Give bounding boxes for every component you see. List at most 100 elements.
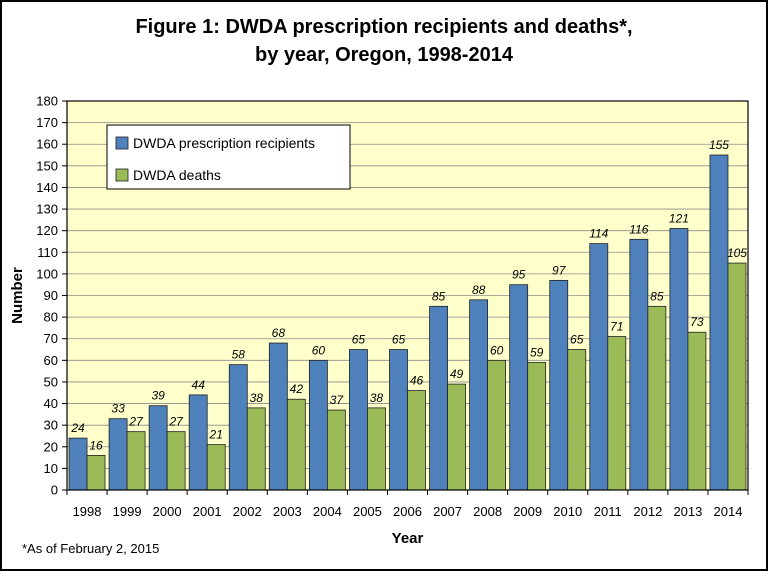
- bar-recipients[interactable]: [349, 349, 368, 491]
- bar-deaths[interactable]: [567, 349, 587, 491]
- bar-recipients[interactable]: [509, 284, 529, 491]
- y-tick-label: 110: [37, 245, 58, 260]
- x-tick-label: 1999: [113, 504, 142, 519]
- data-label-recipients: 65: [352, 333, 366, 347]
- bar-recipients[interactable]: [549, 279, 569, 491]
- data-label-deaths: 71: [610, 320, 623, 334]
- data-label-deaths: 59: [530, 345, 544, 359]
- bar-deaths[interactable]: [607, 336, 627, 491]
- bar-recipients[interactable]: [709, 154, 729, 491]
- data-label-deaths: 16: [89, 438, 103, 452]
- x-tick-label: 1998: [73, 504, 102, 519]
- data-label-recipients: 39: [151, 389, 165, 403]
- bar-recipients[interactable]: [589, 243, 609, 491]
- bar-recipients[interactable]: [389, 349, 408, 491]
- bar-deaths[interactable]: [687, 331, 707, 491]
- data-label-deaths: 38: [250, 391, 264, 405]
- y-tick-label: 120: [36, 223, 58, 238]
- data-label-deaths: 37: [330, 393, 345, 407]
- y-tick-label: 50: [44, 374, 58, 389]
- x-tick-label: 2013: [673, 504, 702, 519]
- data-label-recipients: 95: [512, 268, 526, 282]
- x-tick-label: 2004: [313, 504, 342, 519]
- x-tick-label: 2007: [433, 504, 462, 519]
- data-label-deaths: 27: [128, 415, 144, 429]
- bar-recipients[interactable]: [469, 299, 489, 491]
- data-label-recipients: 85: [432, 289, 446, 303]
- bar-deaths[interactable]: [246, 407, 266, 491]
- bar-deaths[interactable]: [527, 362, 547, 491]
- legend-swatch-deaths: [115, 168, 129, 182]
- x-tick-label: 2009: [513, 504, 542, 519]
- data-label-deaths: 38: [370, 391, 384, 405]
- x-tick-label: 2011: [594, 504, 622, 519]
- bar-deaths[interactable]: [487, 359, 507, 491]
- bar-deaths[interactable]: [166, 431, 186, 491]
- bar-recipients[interactable]: [148, 405, 168, 491]
- bar-deaths[interactable]: [447, 383, 466, 491]
- y-tick-label: 40: [44, 396, 58, 411]
- bar-deaths[interactable]: [326, 409, 346, 491]
- y-tick-label: 20: [44, 439, 58, 454]
- bar-deaths[interactable]: [286, 398, 306, 491]
- data-label-recipients: 88: [472, 283, 486, 297]
- y-tick-label: 100: [36, 266, 58, 281]
- bar-deaths[interactable]: [86, 455, 106, 491]
- x-tick-label: 2005: [353, 504, 382, 519]
- x-tick-label: 2006: [393, 504, 422, 519]
- data-label-deaths: 27: [168, 415, 184, 429]
- bar-recipients[interactable]: [308, 359, 328, 491]
- data-label-deaths: 49: [450, 367, 464, 381]
- x-tick-label: 2001: [193, 504, 222, 519]
- data-label-deaths: 46: [410, 374, 424, 388]
- data-label-recipients: 24: [70, 421, 85, 435]
- data-label-recipients: 121: [669, 212, 689, 226]
- legend-label-deaths: DWDA deaths: [133, 167, 221, 183]
- data-label-recipients: 44: [192, 378, 206, 392]
- plot-border: [66, 100, 749, 491]
- bar-recipients[interactable]: [268, 342, 288, 491]
- legend-swatch-recipients: [115, 136, 129, 150]
- data-label-recipients: 65: [392, 333, 406, 347]
- bar-recipients[interactable]: [108, 418, 128, 491]
- x-axis-title: Year: [392, 530, 424, 547]
- bar-deaths[interactable]: [407, 390, 426, 491]
- bar-recipients[interactable]: [188, 394, 208, 491]
- bar-recipients[interactable]: [429, 305, 448, 491]
- y-axis-title: Number: [9, 267, 26, 324]
- x-tick-label: 2003: [273, 504, 302, 519]
- bar-recipients[interactable]: [669, 228, 689, 491]
- y-tick-label: 130: [36, 202, 58, 217]
- data-label-deaths: 65: [570, 333, 584, 347]
- data-label-recipients: 114: [589, 227, 608, 241]
- legend: [106, 124, 351, 190]
- data-label-recipients: 68: [272, 326, 286, 340]
- chart-title-line-1: Figure 1: DWDA prescription recipients a…: [135, 16, 633, 38]
- x-tick-label: 2014: [714, 504, 743, 519]
- y-tick-label: 30: [44, 418, 58, 433]
- bar-deaths[interactable]: [727, 262, 747, 491]
- bar-deaths[interactable]: [367, 407, 386, 491]
- data-label-deaths: 42: [290, 382, 304, 396]
- data-label-recipients: 97: [552, 263, 567, 277]
- y-tick-label: 70: [44, 331, 58, 346]
- legend-label-recipients: DWDA prescription recipients: [133, 135, 315, 151]
- data-label-recipients: 33: [111, 402, 125, 416]
- data-label-deaths: 21: [209, 428, 223, 442]
- y-tick-label: 0: [51, 483, 58, 498]
- y-tick-label: 60: [44, 353, 58, 368]
- x-tick-label: 2008: [473, 504, 502, 519]
- y-tick-label: 170: [36, 115, 58, 130]
- bar-deaths[interactable]: [126, 431, 146, 491]
- bar-recipients[interactable]: [228, 364, 248, 491]
- x-tick-label: 2012: [633, 504, 662, 519]
- bar-deaths[interactable]: [647, 305, 667, 491]
- x-tick-label: 2000: [153, 504, 182, 519]
- bar-recipients[interactable]: [68, 437, 88, 491]
- bar-deaths[interactable]: [206, 444, 226, 491]
- y-tick-label: 180: [36, 94, 58, 109]
- bar-recipients[interactable]: [629, 238, 649, 491]
- y-tick-label: 10: [44, 461, 58, 476]
- data-label-recipients: 155: [709, 138, 729, 152]
